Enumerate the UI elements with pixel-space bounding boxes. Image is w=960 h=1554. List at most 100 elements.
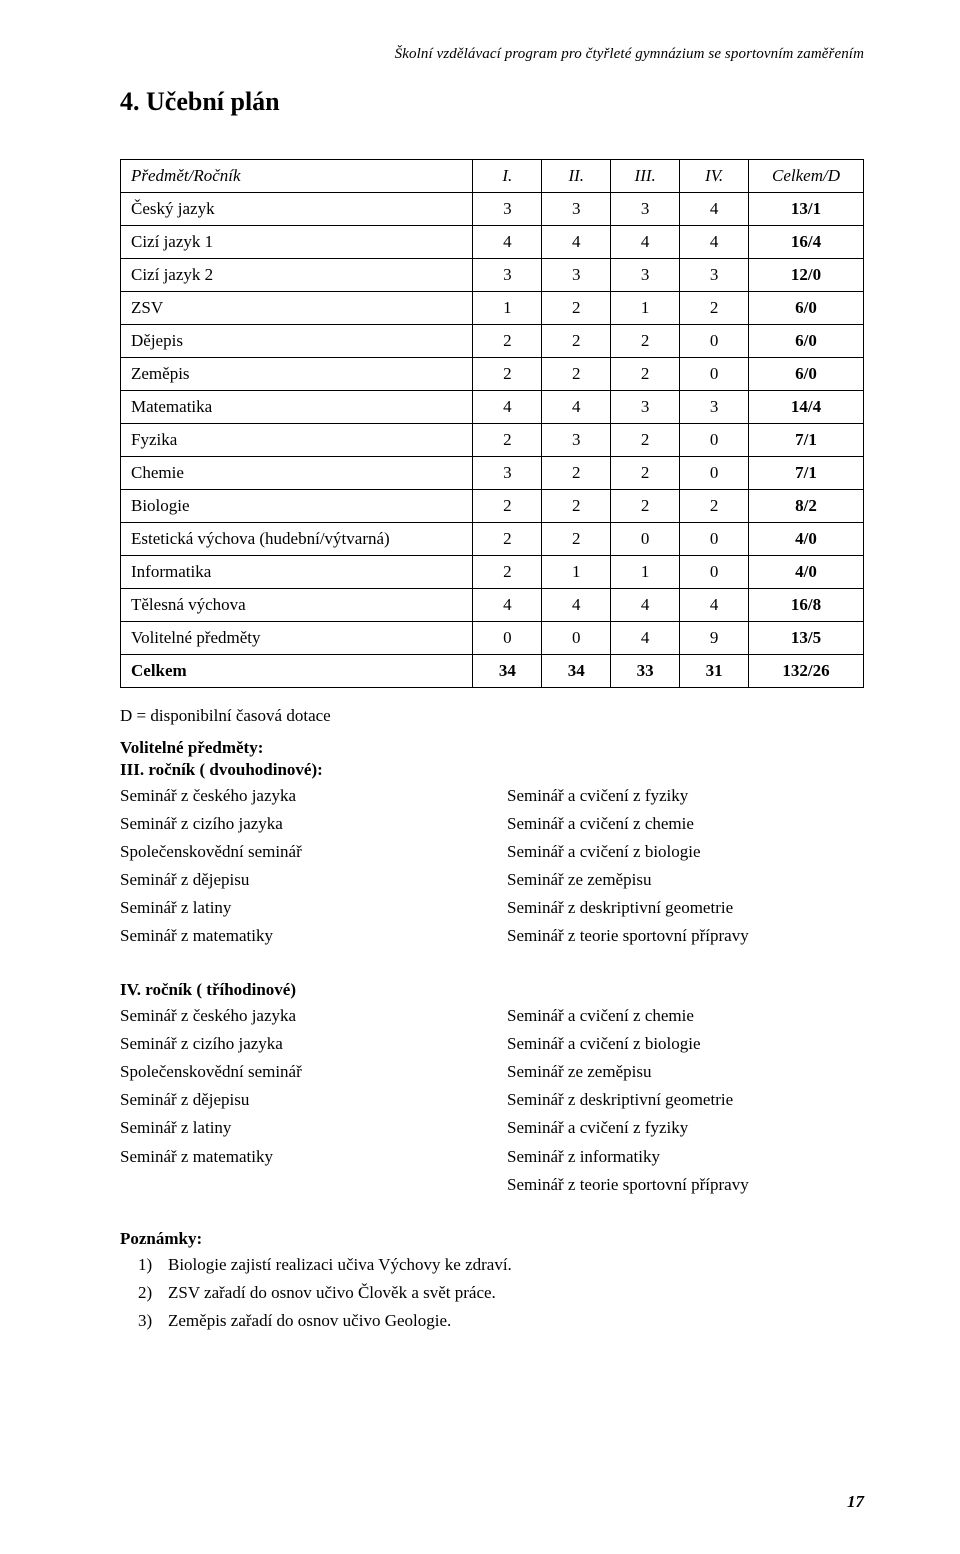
table-sum-row: Celkem34343331132/26 xyxy=(121,655,864,688)
seminar-item: Seminář a cvičení z chemie xyxy=(507,810,864,838)
note-number: 3) xyxy=(138,1307,152,1335)
year3-right-col: Seminář a cvičení z fyzikySeminář a cvič… xyxy=(507,782,864,950)
value-cell: 0 xyxy=(680,556,749,589)
seminar-item: Seminář z českého jazyka xyxy=(120,782,477,810)
col-iv: IV. xyxy=(680,160,749,193)
seminar-item: Společenskovědní seminář xyxy=(120,838,477,866)
total-cell: 16/8 xyxy=(749,589,864,622)
value-cell: 2 xyxy=(542,457,611,490)
seminar-item: Seminář a cvičení z biologie xyxy=(507,1030,864,1058)
total-cell: 13/5 xyxy=(749,622,864,655)
seminar-item: Seminář z latiny xyxy=(120,894,477,922)
seminar-item: Seminář z deskriptivní geometrie xyxy=(507,1086,864,1114)
value-cell: 2 xyxy=(542,490,611,523)
seminar-item: Seminář z dějepisu xyxy=(120,866,477,894)
value-cell: 3 xyxy=(542,424,611,457)
value-cell: 1 xyxy=(473,292,542,325)
total-cell: 12/0 xyxy=(749,259,864,292)
total-cell: 8/2 xyxy=(749,490,864,523)
value-cell: 4 xyxy=(680,226,749,259)
value-cell: 3 xyxy=(680,259,749,292)
value-cell: 4 xyxy=(542,589,611,622)
value-cell: 0 xyxy=(680,325,749,358)
value-cell: 2 xyxy=(611,457,680,490)
col-total: Celkem/D xyxy=(749,160,864,193)
year3-left-col: Seminář z českého jazykaSeminář z cizího… xyxy=(120,782,477,950)
subject-cell: Fyzika xyxy=(121,424,473,457)
value-cell: 3 xyxy=(611,391,680,424)
value-cell: 0 xyxy=(611,523,680,556)
total-cell: 13/1 xyxy=(749,193,864,226)
value-cell: 2 xyxy=(542,358,611,391)
subject-cell: Informatika xyxy=(121,556,473,589)
value-cell: 1 xyxy=(542,556,611,589)
value-cell: 2 xyxy=(473,490,542,523)
seminar-item: Seminář z teorie sportovní přípravy xyxy=(507,922,864,950)
total-cell: 4/0 xyxy=(749,556,864,589)
note-number: 1) xyxy=(138,1251,152,1279)
table-row: Cizí jazyk 2333312/0 xyxy=(121,259,864,292)
table-row: Matematika443314/4 xyxy=(121,391,864,424)
value-cell: 4 xyxy=(680,589,749,622)
sum-value-cell: 33 xyxy=(611,655,680,688)
table-row: Český jazyk333413/1 xyxy=(121,193,864,226)
col-iii: III. xyxy=(611,160,680,193)
value-cell: 0 xyxy=(680,523,749,556)
table-row: Dějepis22206/0 xyxy=(121,325,864,358)
seminar-item: Seminář a cvičení z fyziky xyxy=(507,782,864,810)
value-cell: 3 xyxy=(542,259,611,292)
total-cell: 6/0 xyxy=(749,325,864,358)
total-cell: 6/0 xyxy=(749,358,864,391)
total-cell: 16/4 xyxy=(749,226,864,259)
seminar-item: Seminář z teorie sportovní přípravy xyxy=(507,1171,864,1199)
table-row: Volitelné předměty004913/5 xyxy=(121,622,864,655)
value-cell: 3 xyxy=(542,193,611,226)
col-subject: Předmět/Ročník xyxy=(121,160,473,193)
subject-cell: Zeměpis xyxy=(121,358,473,391)
table-row: Estetická výchova (hudební/výtvarná)2200… xyxy=(121,523,864,556)
note-text: Zeměpis zařadí do osnov učivo Geologie. xyxy=(168,1311,451,1330)
subject-cell: Biologie xyxy=(121,490,473,523)
table-row: Tělesná výchova444416/8 xyxy=(121,589,864,622)
seminar-item: Seminář z českého jazyka xyxy=(120,1002,477,1030)
seminar-item: Seminář z matematiky xyxy=(120,922,477,950)
seminar-item: Seminář ze zeměpisu xyxy=(507,1058,864,1086)
value-cell: 2 xyxy=(680,490,749,523)
value-cell: 2 xyxy=(611,424,680,457)
year3-columns: Seminář z českého jazykaSeminář z cizího… xyxy=(120,782,864,950)
year4-left-col: Seminář z českého jazykaSeminář z cizího… xyxy=(120,1002,477,1198)
value-cell: 0 xyxy=(680,424,749,457)
total-cell: 6/0 xyxy=(749,292,864,325)
value-cell: 1 xyxy=(611,292,680,325)
sum-value-cell: 34 xyxy=(473,655,542,688)
subject-cell: Matematika xyxy=(121,391,473,424)
value-cell: 2 xyxy=(542,325,611,358)
value-cell: 2 xyxy=(611,325,680,358)
total-cell: 14/4 xyxy=(749,391,864,424)
subject-cell: ZSV xyxy=(121,292,473,325)
value-cell: 3 xyxy=(473,457,542,490)
sum-total-cell: 132/26 xyxy=(749,655,864,688)
value-cell: 2 xyxy=(473,424,542,457)
total-cell: 7/1 xyxy=(749,424,864,457)
seminar-item: Seminář z matematiky xyxy=(120,1143,477,1171)
col-ii: II. xyxy=(542,160,611,193)
value-cell: 2 xyxy=(473,523,542,556)
page-number: 17 xyxy=(847,1492,864,1512)
seminar-item: Seminář a cvičení z chemie xyxy=(507,1002,864,1030)
value-cell: 3 xyxy=(473,193,542,226)
seminar-item: Seminář z deskriptivní geometrie xyxy=(507,894,864,922)
seminar-item: Seminář z dějepisu xyxy=(120,1086,477,1114)
subject-cell: Estetická výchova (hudební/výtvarná) xyxy=(121,523,473,556)
value-cell: 3 xyxy=(473,259,542,292)
note-text: ZSV zařadí do osnov učivo Člověk a svět … xyxy=(168,1283,496,1302)
value-cell: 4 xyxy=(611,589,680,622)
note-item: 2)ZSV zařadí do osnov učivo Člověk a svě… xyxy=(168,1279,864,1307)
subject-cell: Cizí jazyk 1 xyxy=(121,226,473,259)
value-cell: 2 xyxy=(473,358,542,391)
seminar-item: Společenskovědní seminář xyxy=(120,1058,477,1086)
value-cell: 0 xyxy=(680,358,749,391)
table-header-row: Předmět/Ročník I. II. III. IV. Celkem/D xyxy=(121,160,864,193)
seminar-item: Seminář z cizího jazyka xyxy=(120,1030,477,1058)
seminar-item: Seminář z informatiky xyxy=(507,1143,864,1171)
